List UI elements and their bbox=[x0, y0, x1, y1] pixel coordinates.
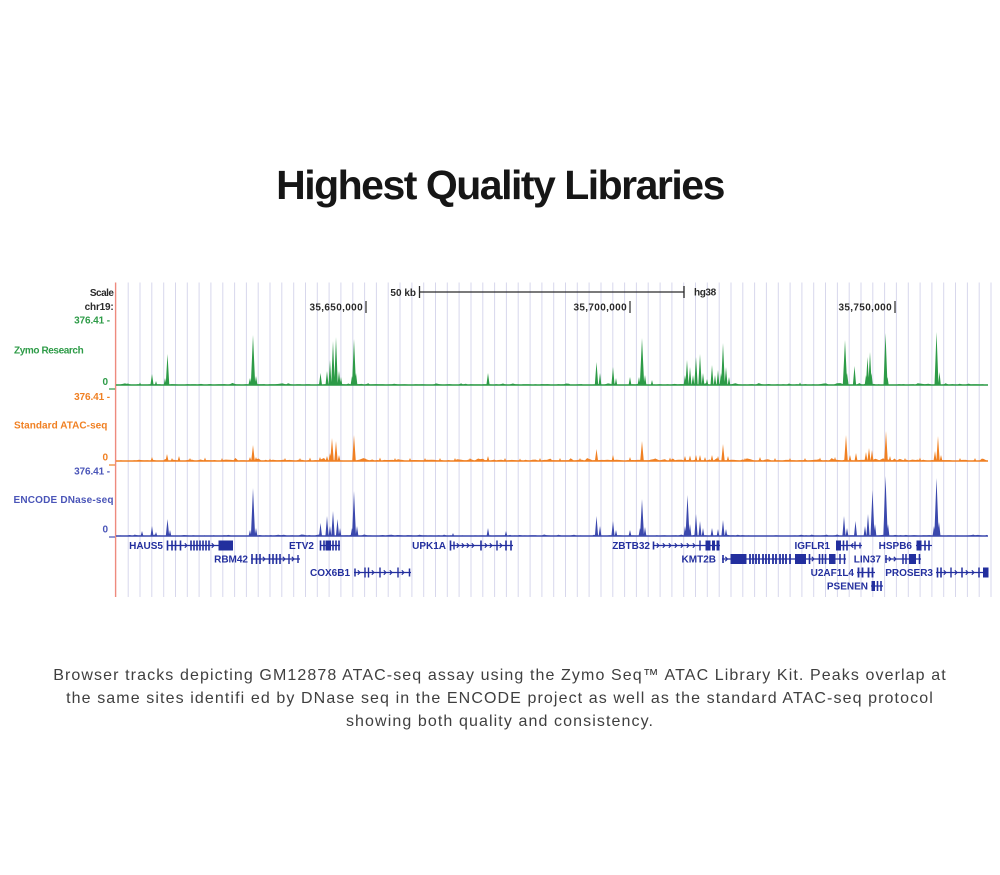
svg-text:HSPB6: HSPB6 bbox=[879, 541, 913, 552]
svg-text:PROSER3: PROSER3 bbox=[885, 568, 933, 579]
svg-text:35,750,000: 35,750,000 bbox=[838, 303, 892, 314]
svg-text:RBM42: RBM42 bbox=[214, 555, 248, 566]
svg-text:UPK1A: UPK1A bbox=[412, 541, 446, 552]
svg-text:0: 0 bbox=[102, 377, 108, 388]
svg-text:Standard ATAC-seq: Standard ATAC-seq bbox=[14, 421, 107, 432]
svg-text:Scale: Scale bbox=[90, 288, 115, 299]
svg-text:ENCODE DNase-seq: ENCODE DNase-seq bbox=[14, 495, 114, 506]
svg-text:50 kb: 50 kb bbox=[390, 288, 416, 299]
svg-text:LIN37: LIN37 bbox=[854, 555, 882, 566]
svg-text:hg38: hg38 bbox=[694, 288, 717, 299]
svg-text:Zymo Research: Zymo Research bbox=[14, 346, 84, 357]
svg-text:HAUS5: HAUS5 bbox=[129, 541, 163, 552]
svg-text:35,650,000: 35,650,000 bbox=[309, 303, 363, 314]
svg-text:ZBTB32: ZBTB32 bbox=[612, 541, 650, 552]
svg-text:35,700,000: 35,700,000 bbox=[573, 303, 627, 314]
svg-text:PSENEN: PSENEN bbox=[827, 582, 868, 593]
svg-text:IGFLR1: IGFLR1 bbox=[794, 541, 830, 552]
svg-text:376.41 -: 376.41 - bbox=[74, 392, 110, 403]
svg-text:COX6B1: COX6B1 bbox=[310, 568, 350, 579]
svg-text:376.41 -: 376.41 - bbox=[74, 315, 110, 326]
svg-text:0: 0 bbox=[102, 525, 108, 536]
svg-text:0: 0 bbox=[102, 453, 108, 464]
svg-text:KMT2B: KMT2B bbox=[682, 555, 716, 566]
svg-text:376.41 -: 376.41 - bbox=[74, 467, 110, 478]
svg-text:U2AF1L4: U2AF1L4 bbox=[811, 568, 855, 579]
svg-text:ETV2: ETV2 bbox=[289, 541, 314, 552]
svg-text:chr19:: chr19: bbox=[85, 302, 114, 313]
